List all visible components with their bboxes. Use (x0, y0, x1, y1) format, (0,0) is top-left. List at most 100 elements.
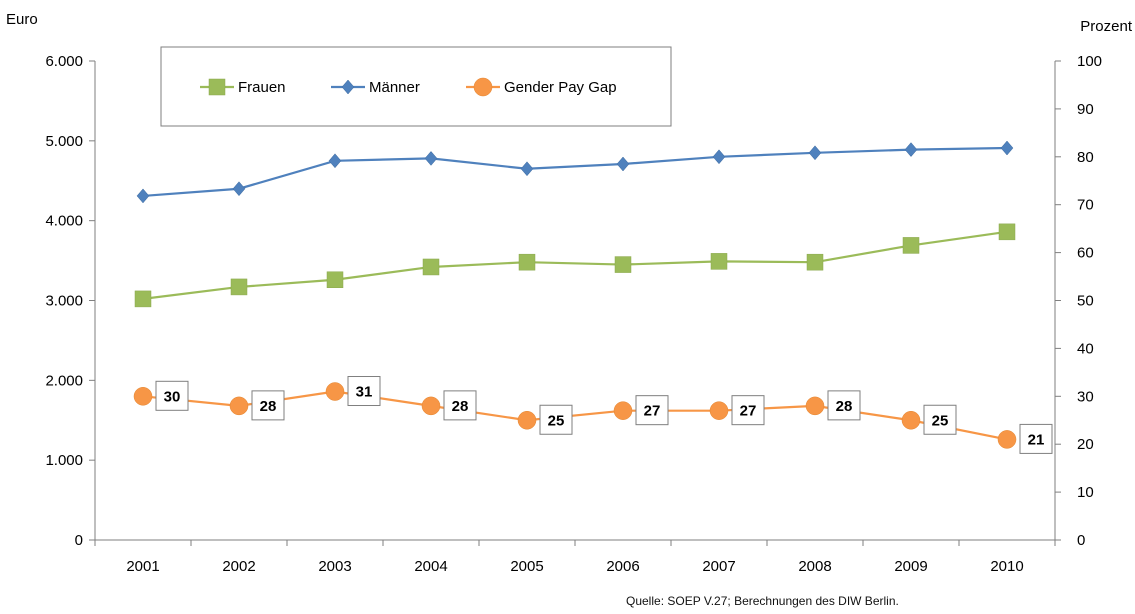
data-label-text: 28 (452, 398, 469, 415)
data-point-m-nner (328, 153, 342, 169)
data-point-frauen (134, 290, 152, 308)
data-point-gender-pay-gap (229, 396, 249, 416)
data-point-m-nner (424, 151, 438, 166)
data-label-text: 30 (164, 388, 181, 405)
series-gender-pay-gap (133, 382, 1017, 449)
data-point-frauen (806, 253, 824, 271)
data-point-gender-pay-gap (709, 401, 729, 420)
data-label-gender-pay-gap: 28 (251, 390, 285, 421)
x-tick-label: 2008 (798, 558, 831, 575)
data-label-gender-pay-gap: 25 (923, 404, 957, 435)
right-axis-ticks: 0 10 20 30 40 50 60 70 80 90 100 (1055, 53, 1102, 549)
data-label-gender-pay-gap: 21 (1019, 423, 1053, 454)
data-label-text: 27 (644, 403, 661, 420)
series-line-gender-pay-gap (142, 390, 1008, 441)
data-point-m-nner (136, 188, 150, 204)
data-labels-layer: 30 28 31 28 25 27 27 28 25 21 (155, 376, 1053, 454)
data-point-m-nner (712, 149, 726, 165)
data-point-m-nner (232, 181, 246, 197)
data-point-frauen (710, 253, 728, 270)
x-tick-label: 2005 (510, 558, 543, 575)
data-point-frauen (230, 278, 248, 296)
legend-label-frauen: Frauen (238, 79, 286, 96)
series-layer (133, 140, 1017, 449)
data-label-box (923, 404, 957, 435)
data-label-text: 28 (260, 398, 277, 415)
data-label-text: 21 (1028, 431, 1045, 448)
legend-label-gender-pay-gap: Gender Pay Gap (504, 79, 617, 96)
right-tick-label: 100 (1077, 53, 1102, 70)
series-m-nner (136, 140, 1014, 204)
data-label-box (635, 395, 669, 426)
legend-marker-m-nner (341, 79, 355, 95)
data-point-gender-pay-gap (133, 387, 153, 406)
left-tick-label: 1.000 (45, 452, 83, 469)
right-tick-label: 20 (1077, 436, 1094, 453)
data-point-frauen (518, 253, 536, 271)
data-point-m-nner (520, 161, 534, 177)
left-axis-title: Euro (6, 11, 38, 28)
data-point-frauen (422, 258, 440, 276)
data-point-frauen (614, 256, 632, 273)
data-label-gender-pay-gap: 25 (539, 404, 573, 435)
source-note: Quelle: SOEP V.27; Berechnungen des DIW … (626, 594, 899, 608)
data-label-gender-pay-gap: 30 (155, 380, 189, 411)
left-axis-ticks: 0 1.000 2.000 3.000 4.000 5.000 6.000 (45, 53, 95, 549)
data-point-m-nner (616, 156, 630, 172)
x-tick-label: 2010 (990, 558, 1023, 575)
right-tick-label: 0 (1077, 532, 1085, 549)
right-tick-label: 40 (1077, 340, 1094, 357)
data-point-gender-pay-gap (421, 396, 441, 416)
x-tick-label: 2003 (318, 558, 351, 575)
x-axis-ticks: 2001 2002 2003 2004 2005 2006 2007 2008 2009 2010 (94, 540, 1056, 575)
left-tick-label: 5.000 (45, 133, 83, 150)
right-axis-title: Prozent (1080, 18, 1133, 35)
data-label-text: 25 (548, 412, 565, 429)
data-label-gender-pay-gap: 27 (731, 395, 765, 426)
x-tick-label: 2002 (222, 558, 255, 575)
left-tick-label: 0 (75, 532, 83, 549)
data-label-text: 27 (740, 403, 757, 420)
left-tick-label: 4.000 (45, 213, 83, 230)
data-label-box (731, 395, 765, 426)
legend-label-m-nner: Männer (369, 79, 420, 96)
right-tick-label: 70 (1077, 197, 1094, 214)
data-label-text: 28 (836, 398, 853, 415)
legend-marker-gender-pay-gap (473, 77, 493, 97)
data-label-gender-pay-gap: 27 (635, 395, 669, 426)
right-tick-label: 30 (1077, 388, 1094, 405)
data-point-frauen (998, 223, 1016, 241)
data-point-gender-pay-gap (325, 382, 345, 401)
right-tick-label: 10 (1077, 484, 1094, 501)
data-label-text: 25 (932, 412, 949, 429)
data-label-gender-pay-gap: 28 (443, 390, 477, 421)
right-tick-label: 60 (1077, 245, 1094, 262)
data-point-gender-pay-gap (613, 401, 633, 420)
data-label-box (539, 404, 573, 435)
legend: Frauen Männer Gender Pay Gap (160, 46, 672, 127)
data-point-gender-pay-gap (901, 411, 921, 430)
data-point-m-nner (904, 142, 918, 157)
legend-marker-frauen (208, 78, 226, 96)
data-point-gender-pay-gap (997, 430, 1017, 449)
data-label-gender-pay-gap: 28 (827, 390, 861, 421)
data-point-m-nner (808, 145, 822, 161)
data-label-gender-pay-gap: 31 (347, 376, 381, 407)
series-frauen (134, 223, 1016, 308)
left-tick-label: 2.000 (45, 372, 83, 389)
data-label-box (827, 390, 861, 421)
axes (94, 61, 1056, 541)
x-tick-label: 2001 (126, 558, 159, 575)
data-label-box (155, 380, 189, 411)
series-line-frauen (142, 230, 1008, 300)
right-tick-label: 90 (1077, 101, 1094, 118)
data-point-gender-pay-gap (805, 396, 825, 416)
data-point-frauen (326, 271, 344, 288)
x-tick-label: 2004 (414, 558, 447, 575)
data-point-m-nner (1000, 140, 1014, 156)
right-tick-label: 50 (1077, 293, 1094, 310)
data-label-box (443, 390, 477, 421)
x-tick-label: 2006 (606, 558, 639, 575)
left-tick-label: 3.000 (45, 293, 83, 310)
left-tick-label: 6.000 (45, 53, 83, 70)
